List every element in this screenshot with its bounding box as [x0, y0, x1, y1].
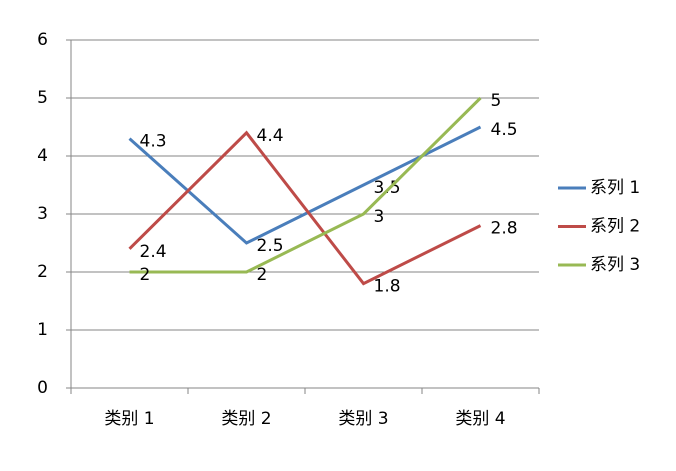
y-tick-label: 1	[37, 320, 48, 340]
legend-label: 系列 2	[590, 217, 640, 237]
y-tick-label: 3	[37, 204, 48, 224]
x-tick-label: 类别 4	[455, 409, 505, 429]
data-label: 4.5	[491, 120, 518, 140]
x-tick-label: 类别 2	[221, 409, 271, 429]
data-label: 2	[257, 265, 268, 285]
y-tick-label: 2	[37, 262, 48, 282]
data-label: 3	[374, 207, 385, 227]
y-tick-label: 6	[37, 30, 48, 50]
legend-label: 系列 3	[590, 255, 640, 275]
y-tick-label: 4	[37, 146, 48, 166]
x-tick-label: 类别 1	[104, 409, 154, 429]
series-line	[128, 125, 482, 245]
data-label: 4.4	[257, 126, 284, 146]
data-label: 2	[140, 265, 151, 285]
y-tick-label: 0	[37, 378, 48, 398]
series-line	[128, 130, 482, 286]
data-label: 5	[491, 91, 502, 111]
data-label: 1.8	[374, 277, 401, 297]
x-tick-label: 类别 3	[338, 409, 388, 429]
legend-label: 系列 1	[590, 178, 640, 198]
series-line	[129, 96, 482, 274]
data-label: 2.8	[491, 219, 518, 239]
data-label: 2.5	[257, 236, 284, 256]
data-label: 4.3	[140, 132, 167, 152]
y-tick-label: 5	[37, 88, 48, 108]
data-label: 2.4	[140, 242, 167, 262]
